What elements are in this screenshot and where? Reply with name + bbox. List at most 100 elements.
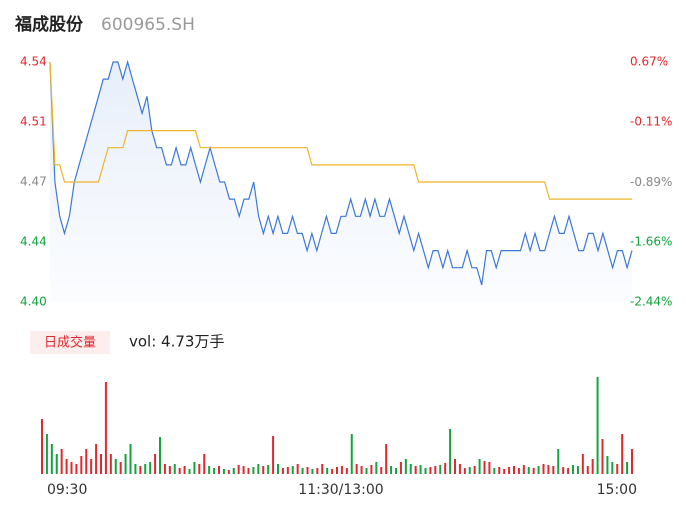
volume-bar bbox=[503, 469, 506, 474]
volume-total: vol: 4.73万手 bbox=[129, 333, 224, 351]
volume-bar bbox=[434, 466, 437, 474]
volume-bar bbox=[316, 468, 319, 474]
volume-bar bbox=[586, 466, 589, 474]
volume-bar bbox=[311, 469, 314, 474]
volume-bar bbox=[188, 469, 191, 474]
volume-bar bbox=[513, 466, 515, 474]
volume-bar bbox=[522, 465, 525, 474]
price-area bbox=[50, 62, 632, 302]
volume-bar bbox=[454, 459, 456, 474]
volume-bar bbox=[208, 466, 211, 474]
volume-bar bbox=[193, 462, 196, 474]
volume-bar bbox=[527, 467, 530, 474]
volume-bar bbox=[562, 467, 565, 474]
price-line bbox=[49, 59, 633, 286]
volume-bar bbox=[227, 470, 230, 474]
volume-bar bbox=[173, 464, 176, 474]
volume-bar bbox=[232, 468, 235, 474]
volume-bar bbox=[104, 382, 107, 474]
volume-bar bbox=[542, 464, 545, 474]
volume-bar bbox=[154, 454, 157, 474]
volume-bar bbox=[611, 462, 614, 474]
volume-bar bbox=[458, 464, 461, 474]
volume-bar bbox=[262, 466, 265, 474]
volume-bar bbox=[80, 456, 83, 474]
volume-bar bbox=[149, 462, 152, 474]
volume-bar bbox=[198, 464, 201, 474]
volume-bar bbox=[419, 465, 422, 474]
y2-tick-label: -0.89% bbox=[630, 175, 672, 189]
volume-bar bbox=[616, 464, 619, 474]
average-line bbox=[49, 61, 632, 200]
volume-bar bbox=[95, 444, 98, 474]
volume-bar bbox=[331, 469, 334, 474]
volume-bar bbox=[340, 466, 343, 474]
volume-bar bbox=[404, 459, 407, 474]
volume-bar bbox=[621, 434, 624, 474]
volume-bar bbox=[355, 464, 358, 474]
volume-bar bbox=[321, 464, 324, 474]
volume-bar bbox=[267, 465, 270, 474]
x-tick-label: 11:30/13:00 bbox=[298, 482, 383, 498]
volume-bar bbox=[114, 459, 117, 474]
volume-bar bbox=[350, 434, 353, 474]
volume-bar bbox=[100, 454, 102, 474]
volume-bar bbox=[65, 459, 68, 474]
volume-bar bbox=[591, 459, 594, 474]
volume-bar bbox=[572, 465, 574, 474]
volume-bar bbox=[218, 466, 220, 474]
y-tick-label: 4.44 bbox=[20, 235, 47, 249]
volume-bar bbox=[547, 465, 550, 474]
volume-bar bbox=[326, 468, 329, 474]
x-tick-label: 09:30 bbox=[47, 482, 87, 498]
volume-bar bbox=[380, 467, 383, 474]
volume-bar bbox=[203, 454, 206, 474]
volume-bar bbox=[488, 462, 491, 474]
volume-bar bbox=[557, 449, 560, 474]
volume-bar bbox=[552, 466, 555, 474]
volume-bar bbox=[449, 429, 452, 474]
volume-bar bbox=[129, 444, 132, 474]
volume-bar bbox=[183, 466, 186, 474]
volume-bar bbox=[596, 377, 599, 474]
volume-bar bbox=[306, 467, 309, 474]
volume-bar bbox=[375, 462, 378, 474]
volume-bar bbox=[163, 464, 166, 474]
volume-bar bbox=[444, 463, 447, 474]
volume-bar bbox=[291, 466, 294, 474]
volume-bar bbox=[483, 461, 486, 474]
volume-bar bbox=[70, 462, 73, 474]
volume-bar bbox=[498, 467, 501, 474]
volume-bar bbox=[478, 459, 481, 474]
volume-bar bbox=[281, 468, 284, 474]
volume-bar bbox=[601, 439, 604, 474]
volume-bar bbox=[139, 466, 142, 474]
volume-bar bbox=[41, 419, 43, 474]
volume-bar bbox=[301, 468, 304, 474]
volume-bar bbox=[390, 466, 393, 474]
volume-bar bbox=[286, 467, 289, 474]
y-tick-label: 4.51 bbox=[20, 115, 47, 129]
volume-bar bbox=[385, 444, 388, 474]
y-tick-label: 4.47 bbox=[20, 175, 47, 189]
volume-bar bbox=[336, 467, 338, 474]
volume-bar bbox=[606, 456, 609, 474]
y-tick-label: 4.54 bbox=[20, 55, 47, 69]
volume-bar bbox=[508, 467, 511, 474]
volume-bar bbox=[257, 464, 260, 474]
volume-bar bbox=[134, 464, 137, 474]
volume-bar bbox=[272, 436, 275, 474]
volume-bar bbox=[626, 462, 629, 474]
volume-bar bbox=[222, 469, 225, 474]
y-tick-label: 4.40 bbox=[20, 295, 47, 309]
volume-bar bbox=[424, 468, 427, 474]
volume-bar bbox=[370, 465, 373, 474]
volume-bar bbox=[247, 468, 250, 474]
volume-bar bbox=[395, 468, 397, 474]
volume-bar bbox=[409, 464, 412, 474]
stock-name: 福成股份 bbox=[14, 14, 84, 35]
volume-bar bbox=[109, 454, 112, 474]
volume-bar bbox=[85, 449, 88, 474]
volume-bar bbox=[399, 462, 402, 474]
